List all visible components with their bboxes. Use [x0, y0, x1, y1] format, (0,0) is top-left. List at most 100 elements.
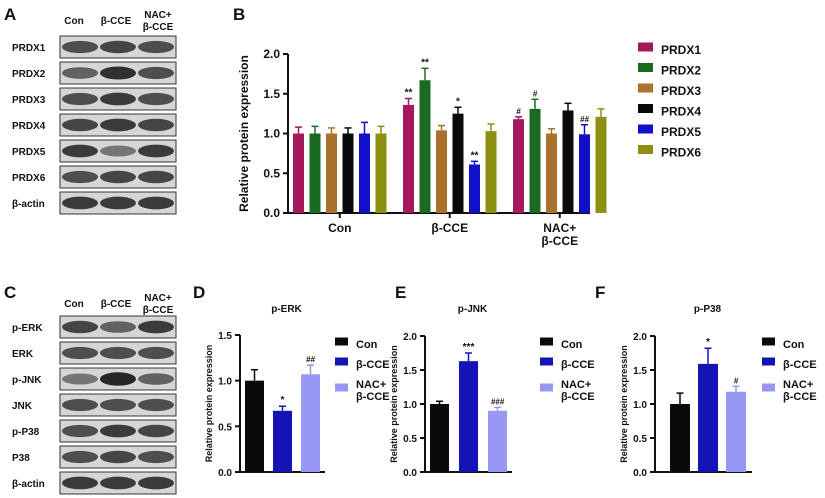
y-tick-label: 1.0	[263, 127, 280, 141]
legend-swatch	[762, 357, 775, 366]
column-header: β-CCE	[101, 16, 132, 27]
y-tick-label: 1.5	[263, 87, 280, 101]
legend-label: Con	[356, 339, 378, 351]
legend-swatch	[638, 104, 653, 113]
western-blot-a: Con β-CCENAC+β-CCEPRDX1PRDX2PRDX3PRDX4PRD…	[12, 10, 177, 215]
legend-label: β-CCE	[783, 391, 817, 403]
protein-band	[138, 66, 174, 80]
legend-swatch	[335, 383, 348, 392]
column-header: β-CCE	[143, 22, 174, 33]
chart-title: p-ERK	[271, 304, 302, 315]
chart-title: p-P38	[694, 304, 722, 315]
legend-swatch	[638, 83, 653, 93]
bar	[375, 133, 387, 213]
panel-label-d: D	[193, 283, 205, 302]
protein-band	[62, 373, 98, 385]
blot-row-label: PRDX2	[12, 69, 46, 80]
protein-band	[62, 92, 98, 106]
significance-label: *	[456, 96, 460, 107]
blot-row-label: JNK	[12, 401, 33, 412]
bar	[403, 104, 414, 213]
significance-label: #	[533, 89, 538, 98]
column-header: NAC+	[144, 10, 172, 21]
protein-band	[62, 320, 98, 334]
protein-band	[100, 170, 136, 184]
protein-band	[62, 118, 98, 132]
column-header: NAC+	[144, 293, 172, 304]
significance-label: *	[281, 395, 285, 406]
protein-band	[62, 170, 98, 184]
bar	[293, 133, 304, 213]
bar	[579, 134, 590, 213]
blot-row-label: PRDX6	[12, 173, 46, 184]
x-tick-label: β-CCE	[431, 221, 468, 235]
bar	[488, 410, 507, 472]
protein-band	[138, 144, 174, 158]
legend-label: β-CCE	[561, 391, 595, 403]
bar	[485, 131, 497, 213]
legend-swatch	[638, 124, 653, 134]
significance-label: *	[706, 337, 710, 348]
protein-band	[100, 398, 136, 412]
blot-row-label: ERK	[12, 349, 34, 360]
bar	[430, 404, 449, 472]
legend-label: PRDX2	[661, 64, 701, 78]
panel-label-b: B	[233, 5, 245, 24]
blot-row-label: PRDX4	[12, 121, 46, 132]
protein-band	[100, 424, 136, 438]
y-tick-label: 1.5	[403, 366, 417, 377]
legend-swatch	[335, 357, 348, 366]
legend-label: Con	[561, 339, 583, 351]
bar	[562, 110, 574, 213]
column-header: Con	[64, 299, 83, 310]
protein-band	[62, 346, 98, 360]
bar	[698, 363, 718, 472]
legend-label: PRDX5	[661, 125, 701, 139]
significance-label: ###	[491, 397, 505, 406]
y-tick-label: 0.5	[403, 434, 417, 445]
protein-band	[62, 40, 98, 54]
panel-label-c: C	[4, 283, 16, 302]
legend-label: Con	[783, 339, 805, 351]
bar	[436, 130, 447, 213]
protein-band	[138, 398, 174, 412]
legend-label: NAC+	[356, 379, 386, 391]
protein-band	[100, 372, 136, 386]
bar	[359, 133, 370, 213]
legend-label: PRDX4	[661, 105, 701, 119]
protein-band	[62, 67, 98, 79]
blot-row-label: β-actin	[12, 199, 45, 210]
protein-band	[138, 476, 174, 490]
protein-band	[138, 346, 174, 360]
legend-label: NAC+	[561, 379, 591, 391]
blot-row-label: PRDX5	[12, 147, 46, 158]
chart-d: 0.0 0.5 1.0 1.5 Relative protein expression p…	[204, 304, 390, 479]
y-tick-label: 2.0	[403, 332, 417, 343]
protein-band	[62, 196, 98, 210]
blot-row-label: P38	[12, 453, 30, 464]
bar	[529, 108, 541, 213]
blot-row-label: PRDX3	[12, 95, 46, 106]
protein-band	[138, 196, 174, 210]
significance-label: **	[405, 88, 413, 99]
protein-band	[100, 476, 136, 490]
panel-label-e: E	[395, 283, 406, 302]
chart-f: 0.0 0.5 1.0 1.5 2.0 Relative protein expressi…	[619, 304, 817, 479]
y-axis-label: Relative protein expression	[237, 55, 251, 212]
protein-band	[100, 196, 136, 210]
protein-band	[138, 373, 174, 385]
y-tick-label: 0.0	[218, 468, 232, 479]
legend-swatch	[335, 337, 348, 346]
protein-band	[100, 145, 136, 157]
protein-band	[138, 450, 174, 464]
legend-label: NAC+	[783, 379, 813, 391]
y-tick-label: 0.5	[633, 434, 647, 445]
legend-label: PRDX6	[661, 146, 701, 160]
legend-label: β-CCE	[783, 359, 817, 371]
panel-label-f: F	[595, 283, 605, 302]
y-tick-label: 1.0	[218, 377, 232, 388]
x-tick-label: β-CCE	[541, 234, 578, 248]
bar	[309, 133, 321, 213]
y-axis-label: Relative protein expression	[619, 345, 629, 463]
bar	[419, 80, 431, 213]
